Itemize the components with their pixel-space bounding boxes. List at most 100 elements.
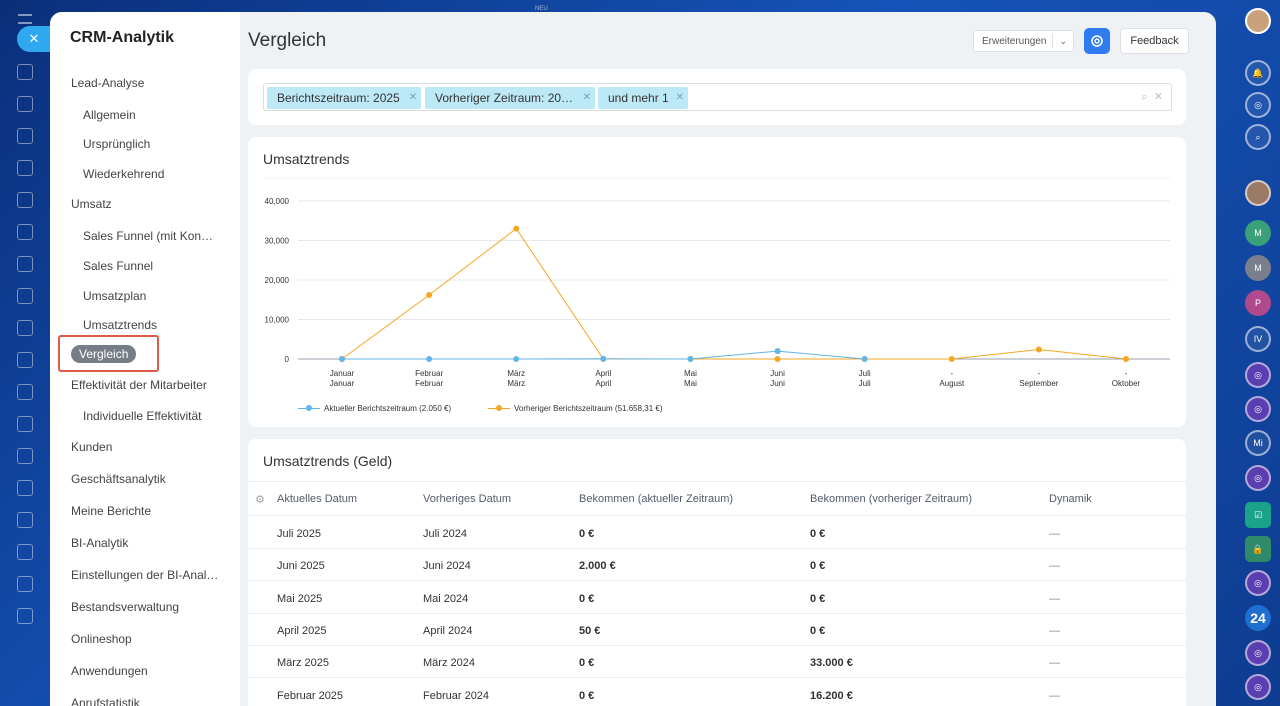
x-tick-label: März	[507, 369, 525, 378]
contact-avatar[interactable]	[1245, 180, 1271, 206]
filter-chip-mehr[interactable]: und mehr 1 ✕	[598, 87, 688, 109]
chat-icon[interactable]	[17, 544, 33, 560]
app-title: CRM-Analytik	[70, 29, 175, 46]
sidebar-item-anrufstatistik[interactable]: Anrufstatistik	[71, 696, 140, 706]
sidebar-item-umsatz[interactable]: Umsatz	[71, 197, 112, 211]
x-tick-label: Februar	[415, 369, 443, 378]
openline-icon[interactable]: ◎	[1245, 640, 1271, 666]
openline-icon[interactable]: ◎	[1245, 465, 1271, 491]
sidebar-item-onlineshop[interactable]: Onlineshop	[71, 632, 132, 646]
extensions-dropdown[interactable]: Erweiterungen ⌄	[973, 30, 1074, 52]
x-tick-label: Oktober	[1112, 379, 1141, 388]
sidebar-item-bi-einstellungen[interactable]: Einstellungen der BI-Anal…	[71, 568, 219, 582]
sidebar-item-allgemein[interactable]: Allgemein	[83, 108, 136, 122]
sidebar-item-lead-analyse[interactable]: Lead-Analyse	[71, 76, 145, 90]
sidebar-item-umsatzplan[interactable]: Umsatzplan	[83, 289, 147, 303]
sidebar-item-sales-funnel-kon[interactable]: Sales Funnel (mit Kon…	[83, 229, 214, 243]
column-header[interactable]: Aktuelles Datum	[277, 493, 358, 505]
notifications-icon[interactable]: 🔔	[1245, 60, 1271, 86]
clear-icon[interactable]: ✕	[1153, 91, 1163, 103]
cart-icon[interactable]	[17, 384, 33, 400]
card-icon[interactable]	[17, 224, 33, 240]
help-icon[interactable]	[17, 608, 33, 624]
search-chat-icon[interactable]: ⌕	[1245, 124, 1271, 150]
tasks-icon[interactable]	[17, 96, 33, 112]
sidebar-item-umsatztrends[interactable]: Umsatztrends	[83, 318, 158, 332]
column-header[interactable]: Bekommen (aktueller Zeitraum)	[579, 493, 734, 505]
contact-avatar-mi[interactable]: Mi	[1245, 430, 1271, 456]
tasks-app-icon[interactable]: ☑	[1245, 502, 1271, 528]
table-row[interactable]: April 2025 April 2024 50 € 0 € —	[248, 614, 1186, 646]
sidebar-item-urspruenglich[interactable]: Ursprünglich	[83, 137, 151, 151]
remove-chip-icon[interactable]: ✕	[408, 92, 417, 103]
column-header[interactable]: Dynamik	[1049, 493, 1092, 505]
column-header[interactable]: Vorheriges Datum	[423, 493, 512, 505]
sidebar-item-sales-funnel[interactable]: Sales Funnel	[83, 259, 154, 273]
contact-avatar-m2[interactable]: M	[1245, 255, 1271, 281]
table-row[interactable]: März 2025 März 2024 0 € 33.000 € —	[248, 646, 1186, 679]
table-settings-icon[interactable]: ⚙	[255, 494, 265, 506]
x-tick-label: Mai	[684, 369, 697, 378]
main-panel: CRM-Analytik Lead-Analyse Allgemein Ursp…	[50, 12, 1216, 706]
table-cell: 0 €	[579, 592, 595, 605]
table-cell: 0 €	[579, 528, 595, 540]
storage-icon[interactable]	[17, 512, 33, 528]
contact-avatar-m1[interactable]: M	[1245, 220, 1271, 246]
sidebar-item-effektivitaet[interactable]: Effektivität der Mitarbeiter	[71, 378, 207, 392]
legend-item-previous[interactable]: Vorheriger Berichtszeitraum (51.658,31 €…	[488, 404, 663, 413]
contact-avatar-iv[interactable]: IV	[1245, 326, 1271, 352]
settings-button[interactable]	[1084, 28, 1110, 54]
column-header[interactable]: Bekommen (vorheriger Zeitraum)	[810, 493, 972, 505]
calendar-icon[interactable]	[17, 288, 33, 304]
sidebar-item-kunden[interactable]: Kunden	[71, 440, 113, 454]
sidebar-item-individuelle-effektivitaet[interactable]: Individuelle Effektivität	[83, 409, 202, 423]
team-icon[interactable]	[17, 576, 33, 592]
table-row[interactable]: Juni 2025 Juni 2024 2.000 € 0 € —	[248, 549, 1186, 582]
search-icon[interactable]: ⌕	[1141, 91, 1148, 103]
openline-icon[interactable]: ◎	[1245, 362, 1271, 388]
user-avatar[interactable]	[1245, 8, 1271, 34]
sidebar-item-bestandsverwaltung[interactable]: Bestandsverwaltung	[71, 600, 180, 614]
contact-avatar-p[interactable]: P	[1245, 290, 1271, 316]
table-row[interactable]: Juli 2025 Juli 2024 0 € 0 € —	[248, 517, 1186, 549]
checklist-icon[interactable]	[17, 320, 33, 336]
contacts-icon[interactable]	[17, 160, 33, 176]
analytics-icon[interactable]	[17, 352, 33, 368]
table-header: ⚙ Aktuelles Datum Vorheriges Datum Bekom…	[248, 481, 1186, 516]
filter-chip-berichtszeitraum[interactable]: Berichtszeitraum: 2025 ✕	[267, 87, 421, 109]
feedback-button[interactable]: Feedback	[1120, 28, 1189, 54]
sidebar-item-vergleich[interactable]: Vergleich	[71, 345, 137, 363]
sidebar-item-geschaeftsanalytik[interactable]: Geschäftsanalytik	[71, 472, 166, 486]
openline-icon[interactable]: ◎	[1245, 570, 1271, 596]
remove-chip-icon[interactable]: ✕	[675, 92, 684, 103]
legend-item-current[interactable]: Aktueller Berichtszeitraum (2.050 €)	[298, 404, 451, 413]
filter-bar[interactable]: Berichtszeitraum: 2025 ✕ Vorheriger Zeitr…	[263, 83, 1172, 111]
sidebar-item-wiederkehrend[interactable]: Wiederkehrend	[83, 167, 165, 181]
sidebar-item-anwendungen[interactable]: Anwendungen	[71, 664, 148, 678]
sidebar-item-meine-berichte[interactable]: Meine Berichte	[71, 504, 152, 518]
x-tick-label: Mai	[684, 379, 697, 388]
activity-icon[interactable]: ◎	[1245, 92, 1271, 118]
home-icon[interactable]	[17, 64, 33, 80]
table-title: Umsatztrends (Geld)	[263, 453, 393, 469]
lock-icon[interactable]: 🔒	[1245, 536, 1271, 562]
table-cell: Mai 2024	[423, 592, 469, 605]
pen-icon[interactable]	[17, 480, 33, 496]
table-row[interactable]: Februar 2025 Februar 2024 0 € 16.200 € —	[248, 679, 1186, 706]
settings-icon[interactable]	[17, 448, 33, 464]
close-icon: ✕	[28, 31, 40, 46]
hamburger-menu-icon[interactable]	[18, 14, 32, 24]
remove-chip-icon[interactable]: ✕	[582, 92, 591, 103]
close-panel-button[interactable]: ✕	[17, 26, 51, 52]
x-tick-label: Juli	[859, 379, 871, 388]
board-icon[interactable]	[17, 256, 33, 272]
sidebar-item-bi-analytik[interactable]: BI-Analytik	[71, 536, 129, 550]
documents-icon[interactable]	[17, 128, 33, 144]
filter-chip-vorheriger[interactable]: Vorheriger Zeitraum: 20… ✕	[425, 87, 595, 109]
file-icon[interactable]	[17, 192, 33, 208]
openline-icon[interactable]: ◎	[1245, 396, 1271, 422]
openline-icon[interactable]: ◎	[1245, 674, 1271, 700]
bitrix24-badge[interactable]: 24	[1245, 605, 1271, 631]
table-row[interactable]: Mai 2025 Mai 2024 0 € 0 € —	[248, 582, 1186, 614]
filter-icon[interactable]	[17, 416, 33, 432]
